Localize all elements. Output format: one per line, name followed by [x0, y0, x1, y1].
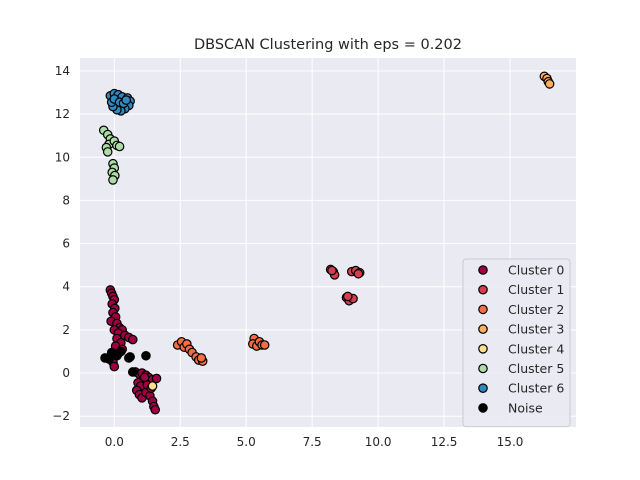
- data-point: [114, 141, 125, 152]
- data-point: [327, 265, 337, 276]
- axis-ticks: 0.0 2.5 5.0 7.5 10.0 12.5 15.0 −2 0 2 4 6 8 10 12 14: [52, 64, 523, 449]
- x-tick-label: 0.0: [105, 435, 124, 449]
- legend-label: Cluster 3: [508, 322, 564, 337]
- series-group: [172, 333, 270, 366]
- y-tick-label: 6: [62, 237, 70, 251]
- y-tick-label: 10: [55, 150, 70, 164]
- series-group: [98, 125, 125, 185]
- legend-marker: [478, 363, 488, 374]
- legend-label: Cluster 1: [508, 282, 564, 297]
- data-point: [141, 350, 151, 361]
- y-tick-label: 14: [55, 64, 70, 78]
- legend-label: Cluster 4: [508, 341, 564, 356]
- data-point: [121, 95, 131, 105]
- legend-marker: [478, 343, 488, 354]
- y-tick-label: 8: [62, 193, 70, 207]
- data-point: [196, 353, 207, 363]
- chart-title: DBSCAN Clustering with eps = 0.202: [194, 37, 462, 53]
- data-point: [150, 404, 160, 415]
- data-point: [342, 291, 353, 302]
- legend-marker: [478, 284, 488, 295]
- x-tick-label: 7.5: [303, 435, 322, 449]
- y-tick-label: 4: [62, 280, 70, 294]
- series-group: [325, 264, 365, 306]
- legend: Cluster 0 Cluster 1 Cluster 2 Cluster 3 Clus…: [462, 258, 571, 428]
- data-point: [124, 353, 134, 363]
- x-tick-label: 2.5: [171, 435, 190, 449]
- x-tick-label: 10.0: [365, 435, 392, 449]
- x-tick-label: 15.0: [497, 435, 524, 449]
- series-group: [105, 88, 135, 116]
- series-group: [147, 381, 158, 391]
- y-tick-label: 12: [55, 107, 70, 121]
- data-point: [109, 361, 120, 372]
- legend-label: Cluster 0: [508, 263, 564, 278]
- data-point: [544, 79, 555, 89]
- legend-marker: [478, 324, 488, 334]
- y-tick-label: 2: [62, 323, 70, 337]
- legend-marker: [478, 383, 488, 393]
- data-point: [259, 340, 270, 350]
- legend-marker: [478, 403, 488, 413]
- data-point: [151, 373, 162, 384]
- legend-label: Noise: [508, 400, 543, 415]
- data-point: [127, 367, 138, 377]
- data-point: [147, 381, 158, 391]
- legend-marker: [478, 304, 488, 315]
- y-tick-label: 0: [62, 366, 70, 380]
- data-point: [353, 268, 364, 279]
- data-point: [108, 175, 118, 185]
- x-tick-label: 12.5: [431, 435, 458, 449]
- legend-marker: [478, 265, 488, 275]
- series-group: [539, 71, 555, 89]
- legend-label: Cluster 2: [508, 302, 564, 317]
- data-points: [98, 71, 555, 415]
- data-point: [127, 334, 138, 345]
- data-point: [102, 147, 113, 157]
- legend-label: Cluster 5: [508, 361, 564, 376]
- data-point: [116, 346, 126, 357]
- series-group: [100, 346, 151, 377]
- y-tick-label: −2: [52, 409, 70, 423]
- legend-box: [462, 258, 571, 428]
- x-tick-label: 5.0: [237, 435, 256, 449]
- data-point: [139, 372, 150, 383]
- legend-label: Cluster 6: [508, 381, 564, 396]
